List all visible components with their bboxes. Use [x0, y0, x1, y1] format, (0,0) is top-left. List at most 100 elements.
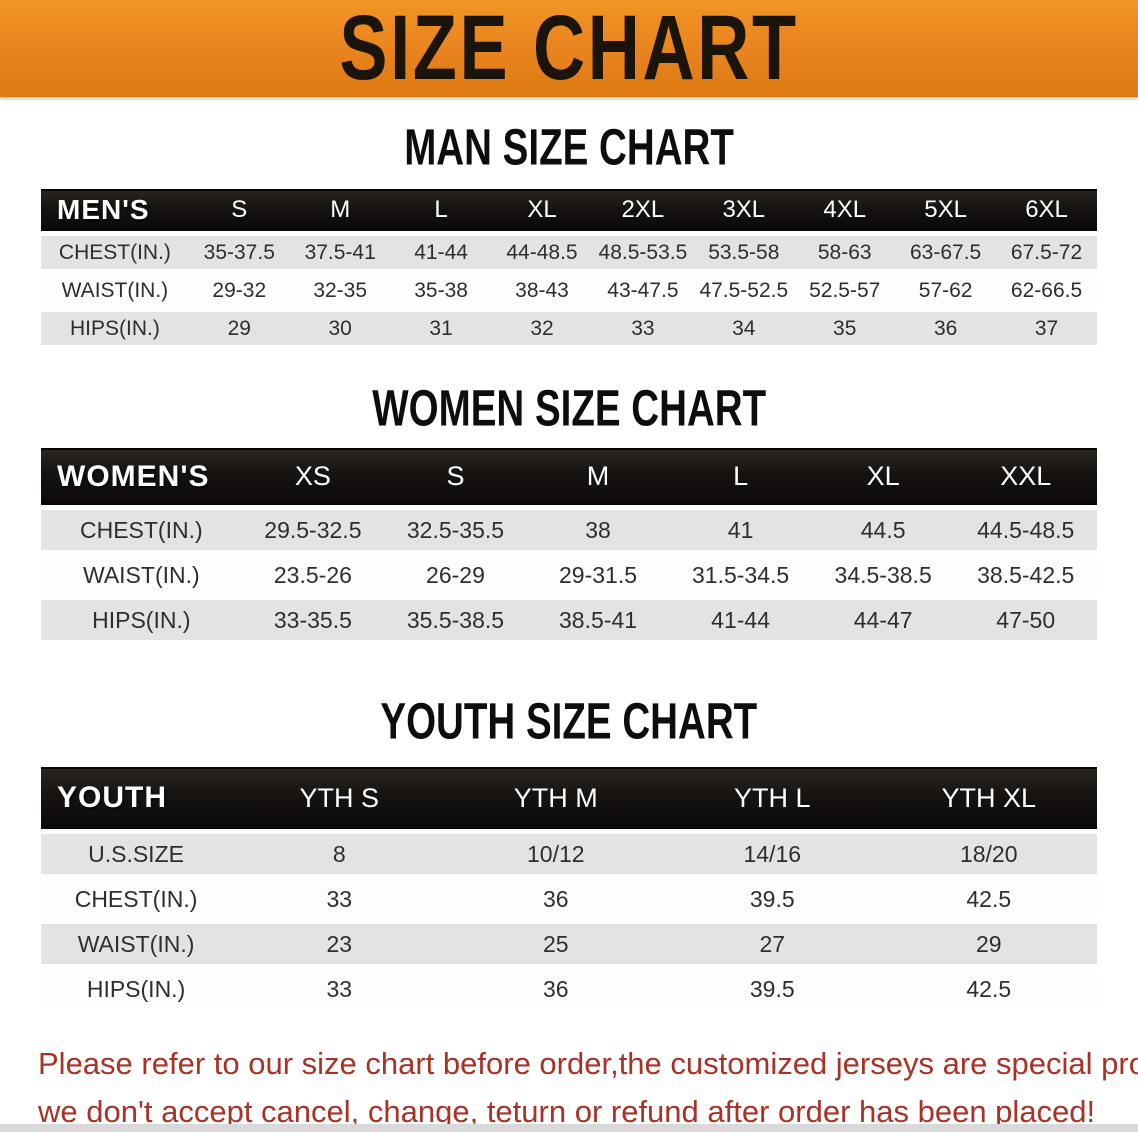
size-value-cell: 38.5-42.5	[954, 555, 1097, 595]
group-label: WOMEN'S	[41, 448, 242, 505]
size-value-cell: 57-62	[895, 274, 997, 307]
size-table-header-row: MEN'S S M L XL 2XL 3XL 4XL 5XL 6XL	[41, 189, 1097, 231]
row-label: HIPS(IN.)	[41, 312, 189, 345]
size-value-cell: 33	[231, 969, 448, 1009]
youth-size-table-wrap: YOUTH YTH S YTH M YTH L YTH XL U.S.SIZE 8 10/1…	[0, 762, 1138, 1014]
size-value-cell: 38.5-41	[526, 600, 670, 640]
row-label: WAIST(IN.)	[41, 924, 232, 964]
size-value-cell: 44.5	[811, 510, 955, 550]
size-value-cell: 41-44	[390, 236, 492, 269]
size-value-cell: 44.5-48.5	[954, 510, 1097, 550]
size-value-cell: 41	[669, 510, 812, 550]
size-value-cell: 29	[880, 924, 1097, 964]
women-section-heading: WOMEN SIZE CHART	[0, 378, 1138, 437]
size-column-header: XL	[491, 189, 593, 231]
size-column-header: XL	[811, 448, 955, 505]
men-size-table-wrap: MEN'S S M L XL 2XL 3XL 4XL 5XL 6XL CHEST(IN.) 35-3…	[0, 184, 1138, 350]
size-value-cell: 27	[664, 924, 881, 964]
size-value-cell: 32.5-35.5	[384, 510, 527, 550]
size-table-header-row: YOUTH YTH S YTH M YTH L YTH XL	[41, 767, 1097, 829]
size-value-cell: 35-37.5	[188, 236, 290, 269]
size-column-header: L	[390, 189, 492, 231]
disclaimer-line-1: Please refer to our size chart before or…	[38, 1046, 1138, 1081]
size-column-header: 5XL	[895, 189, 997, 231]
size-value-cell: 44-47	[811, 600, 955, 640]
row-label: WAIST(IN.)	[41, 274, 189, 307]
youth-section-heading: YOUTH SIZE CHART	[0, 691, 1138, 750]
size-column-header: 6XL	[996, 189, 1097, 231]
size-value-cell: 38-43	[491, 274, 593, 307]
size-value-cell: 38	[526, 510, 670, 550]
bottom-edge-strip	[0, 1124, 1138, 1132]
women-size-table-wrap: WOMEN'S XS S M L XL XXL CHEST(IN.) 29.5-32.5 32.…	[0, 443, 1138, 645]
row-label: CHEST(IN.)	[41, 510, 242, 550]
size-column-header: YTH M	[447, 767, 665, 829]
row-label: WAIST(IN.)	[41, 555, 242, 595]
size-column-header: XS	[241, 448, 385, 505]
row-label: HIPS(IN.)	[41, 600, 242, 640]
size-column-header: YTH L	[664, 767, 881, 829]
size-value-cell: 26-29	[384, 555, 527, 595]
size-value-cell: 35.5-38.5	[384, 600, 527, 640]
size-value-cell: 23	[231, 924, 448, 964]
size-value-cell: 43-47.5	[592, 274, 694, 307]
size-value-cell: 23.5-26	[241, 555, 385, 595]
size-value-cell: 37.5-41	[289, 236, 391, 269]
size-value-cell: 62-66.5	[996, 274, 1097, 307]
size-value-cell: 63-67.5	[895, 236, 997, 269]
measurement-row: WAIST(IN.) 23 25 27 29	[41, 924, 1097, 964]
title-banner: SIZE CHART	[0, 0, 1138, 97]
men-section-heading: MAN SIZE CHART	[0, 121, 1138, 172]
size-value-cell: 30	[289, 312, 391, 345]
size-value-cell: 32-35	[289, 274, 391, 307]
size-value-cell: 32	[491, 312, 593, 345]
measurement-row: HIPS(IN.) 29 30 31 32 33 34 35 36 37	[41, 312, 1097, 345]
size-value-cell: 35-38	[390, 274, 492, 307]
order-disclaimer: Please refer to our size chart before or…	[0, 1040, 1138, 1132]
size-value-cell: 29	[188, 312, 290, 345]
size-value-cell: 48.5-53.5	[592, 236, 694, 269]
size-value-cell: 39.5	[664, 879, 881, 919]
size-value-cell: 53.5-58	[693, 236, 795, 269]
size-column-header: M	[289, 189, 391, 231]
size-value-cell: 33-35.5	[241, 600, 385, 640]
women-section-heading-text: WOMEN SIZE CHART	[372, 378, 766, 437]
page-title: SIZE CHART	[339, 0, 799, 99]
row-label: CHEST(IN.)	[41, 236, 189, 269]
size-value-cell: 35	[794, 312, 896, 345]
row-label: CHEST(IN.)	[41, 879, 232, 919]
measurement-row: CHEST(IN.) 29.5-32.5 32.5-35.5 38 41 44.5 44.5…	[41, 510, 1097, 550]
size-column-header: YTH S	[231, 767, 448, 829]
size-value-cell: 36	[447, 969, 665, 1009]
men-size-table: MEN'S S M L XL 2XL 3XL 4XL 5XL 6XL CHEST(IN.) 35-3…	[41, 184, 1097, 350]
youth-section-heading-text: YOUTH SIZE CHART	[380, 691, 758, 750]
row-label: U.S.SIZE	[41, 834, 232, 874]
size-column-header: M	[526, 448, 670, 505]
size-table-header-row: WOMEN'S XS S M L XL XXL	[41, 448, 1097, 505]
measurement-row: HIPS(IN.) 33 36 39.5 42.5	[41, 969, 1097, 1009]
size-column-header: YTH XL	[880, 767, 1097, 829]
youth-size-table: YOUTH YTH S YTH M YTH L YTH XL U.S.SIZE 8 10/1…	[41, 762, 1097, 1014]
size-value-cell: 8	[231, 834, 448, 874]
group-label: MEN'S	[41, 189, 189, 231]
size-value-cell: 41-44	[669, 600, 812, 640]
size-value-cell: 39.5	[664, 969, 881, 1009]
size-column-header: 4XL	[794, 189, 896, 231]
size-value-cell: 29-31.5	[526, 555, 670, 595]
women-size-table: WOMEN'S XS S M L XL XXL CHEST(IN.) 29.5-32.5 32.…	[41, 443, 1097, 645]
size-value-cell: 33	[592, 312, 694, 345]
size-value-cell: 25	[447, 924, 665, 964]
measurement-row: WAIST(IN.) 23.5-26 26-29 29-31.5 31.5-34.5 34…	[41, 555, 1097, 595]
size-value-cell: 58-63	[794, 236, 896, 269]
size-column-header: S	[384, 448, 527, 505]
size-value-cell: 10/12	[447, 834, 665, 874]
size-value-cell: 29.5-32.5	[241, 510, 385, 550]
size-value-cell: 34	[693, 312, 795, 345]
size-value-cell: 42.5	[880, 879, 1097, 919]
measurement-row: U.S.SIZE 8 10/12 14/16 18/20	[41, 834, 1097, 874]
size-value-cell: 44-48.5	[491, 236, 593, 269]
group-label: YOUTH	[41, 767, 232, 829]
row-label: HIPS(IN.)	[41, 969, 232, 1009]
size-value-cell: 67.5-72	[996, 236, 1097, 269]
size-value-cell: 47.5-52.5	[693, 274, 795, 307]
